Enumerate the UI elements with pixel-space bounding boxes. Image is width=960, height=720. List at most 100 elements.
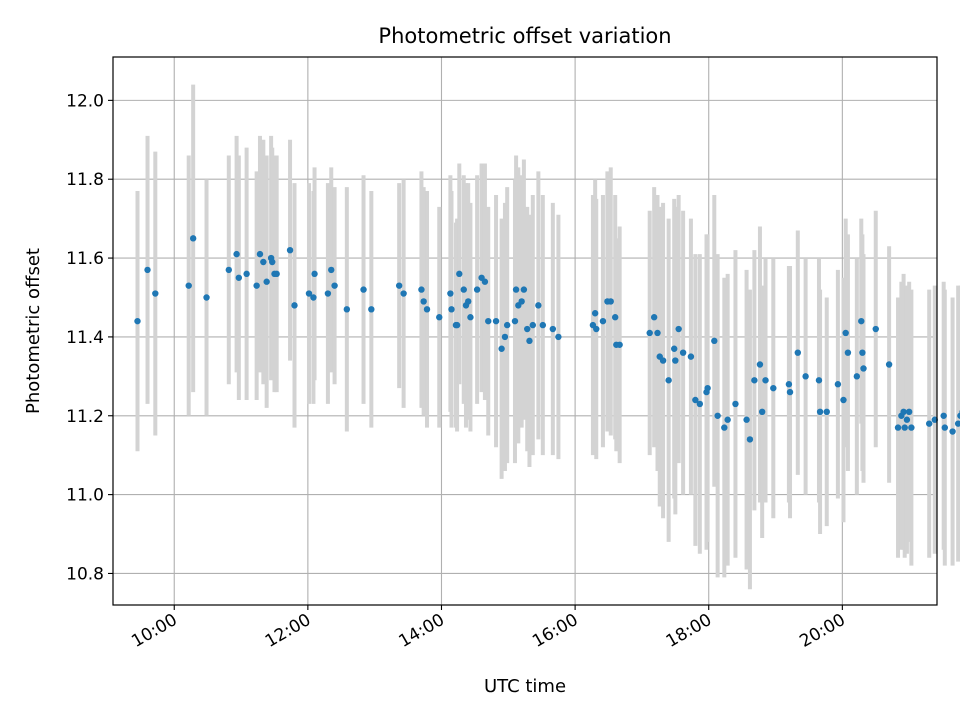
data-point: [894, 424, 902, 431]
y-tick-label: 12.0: [66, 91, 104, 111]
data-point: [872, 325, 879, 333]
data-point: [524, 325, 531, 333]
data-point: [233, 250, 240, 258]
data-point: [714, 412, 721, 419]
y-tick-label: 11.6: [66, 249, 104, 269]
data-point: [593, 325, 600, 333]
data-point: [905, 408, 913, 416]
data-point: [802, 373, 809, 380]
x-tick-label: 16:00: [529, 610, 581, 652]
data-point: [840, 396, 847, 404]
y-tick-label: 10.8: [66, 564, 104, 584]
data-point: [273, 270, 280, 278]
data-point: [144, 266, 151, 274]
data-point: [503, 321, 511, 329]
data-point: [448, 306, 455, 313]
data-point: [400, 290, 407, 297]
data-point: [823, 408, 830, 416]
data-point: [286, 246, 294, 254]
x-tick-label: 18:00: [663, 610, 715, 652]
data-point: [770, 384, 777, 392]
data-point: [549, 325, 557, 333]
data-point: [518, 298, 525, 305]
data-point: [360, 286, 367, 293]
data-point: [607, 298, 614, 305]
data-point: [498, 345, 505, 352]
x-tick-label: 12:00: [262, 610, 314, 652]
x-tick-label: 10:00: [128, 610, 180, 652]
data-point: [885, 361, 893, 368]
data-point: [949, 428, 956, 435]
data-point: [672, 357, 679, 364]
data-point: [134, 317, 141, 325]
data-point: [900, 408, 907, 416]
data-point: [501, 333, 509, 341]
data-point: [616, 341, 623, 348]
data-point: [485, 317, 492, 325]
x-tick-label: 14:00: [396, 610, 448, 652]
data-point: [539, 321, 547, 329]
data-point: [436, 314, 443, 321]
data-point: [762, 377, 769, 384]
data-point: [756, 361, 764, 368]
data-point: [692, 396, 699, 404]
data-point: [746, 436, 754, 443]
y-tick-label: 11.2: [66, 407, 104, 427]
data-point: [816, 408, 824, 416]
data-point: [185, 282, 192, 289]
data-point: [842, 329, 849, 337]
data-points: [134, 235, 960, 443]
data-point: [599, 317, 607, 325]
data-point: [225, 266, 233, 274]
data-point: [473, 286, 481, 293]
data-point: [860, 365, 867, 372]
data-point: [324, 290, 332, 297]
data-point: [269, 258, 276, 266]
data-point: [679, 349, 687, 356]
data-point: [310, 294, 317, 301]
data-point: [256, 250, 264, 258]
data-point: [665, 377, 672, 384]
data-point: [512, 286, 520, 293]
data-point: [311, 270, 318, 278]
data-point: [704, 384, 711, 392]
data-point: [743, 416, 750, 423]
data-point: [395, 282, 403, 289]
data-point: [343, 306, 351, 313]
data-point: [940, 412, 947, 419]
data-point: [260, 258, 267, 266]
data-point: [611, 314, 619, 321]
data-point: [901, 424, 908, 431]
y-tick-label: 11.0: [66, 486, 104, 506]
data-point: [368, 306, 375, 313]
data-point: [418, 286, 425, 293]
y-tick-label: 11.4: [66, 328, 104, 348]
data-point: [529, 321, 536, 329]
data-point: [675, 325, 682, 333]
data-point: [460, 286, 467, 293]
data-point: [555, 333, 562, 341]
x-axis-label: UTC time: [484, 676, 566, 697]
data-point: [758, 408, 766, 416]
data-point: [957, 412, 960, 419]
data-point: [908, 424, 915, 431]
y-tick-label: 11.8: [66, 170, 104, 190]
data-point: [858, 317, 865, 325]
data-point: [243, 270, 250, 278]
data-point: [481, 278, 489, 285]
data-point: [941, 424, 948, 431]
data-point: [535, 302, 542, 309]
data-point: [235, 274, 243, 281]
data-point: [671, 345, 678, 352]
data-point: [456, 270, 463, 278]
data-point: [465, 298, 472, 305]
data-point: [511, 317, 519, 325]
data-point: [203, 294, 210, 301]
data-point: [903, 416, 911, 423]
y-axis-label: Photometric offset: [23, 248, 44, 414]
data-point: [526, 337, 533, 345]
data-point: [328, 266, 335, 274]
data-point: [305, 290, 313, 297]
data-point: [926, 420, 933, 427]
